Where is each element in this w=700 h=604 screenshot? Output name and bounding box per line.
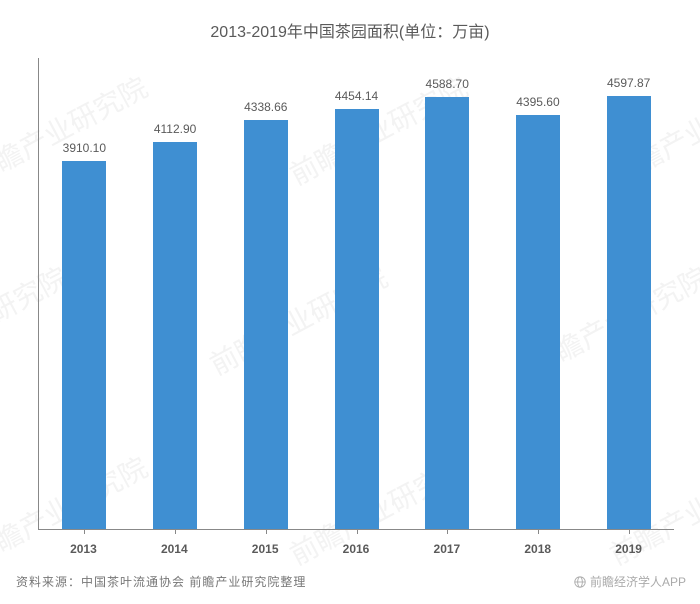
x-axis-label: 2019: [583, 542, 674, 556]
source-footer: 资料来源：中国茶叶流通协会 前瞻产业研究院整理: [16, 573, 306, 590]
bar-slot: 4338.66: [220, 58, 311, 529]
x-tick: [538, 529, 539, 534]
bar: [607, 96, 651, 529]
bar: [335, 109, 379, 529]
bar-value-label: 4395.60: [516, 95, 559, 109]
plot-area: 3910.10 4112.90 4338.66 4454.14 4588.70 4395.…: [38, 58, 674, 530]
bar: [244, 120, 288, 529]
globe-icon: [573, 575, 587, 589]
bar: [425, 97, 469, 529]
bar-slot: 4597.87: [583, 58, 674, 529]
x-axis-label: 2016: [311, 542, 402, 556]
x-tick: [175, 529, 176, 534]
bar-value-label: 4112.90: [154, 122, 197, 136]
x-axis-label: 2013: [38, 542, 129, 556]
bar-slot: 4588.70: [402, 58, 493, 529]
bar-slot: 4112.90: [130, 58, 221, 529]
bar-value-label: 3910.10: [63, 141, 106, 155]
x-tick: [447, 529, 448, 534]
x-axis-labels: 2013201420152016201720182019: [38, 542, 674, 556]
x-axis-label: 2014: [129, 542, 220, 556]
bar: [62, 161, 106, 529]
x-tick: [84, 529, 85, 534]
bars-group: 3910.10 4112.90 4338.66 4454.14 4588.70 4395.…: [39, 58, 674, 529]
bar-value-label: 4454.14: [335, 89, 378, 103]
x-tick: [357, 529, 358, 534]
x-axis-label: 2017: [401, 542, 492, 556]
x-axis-label: 2018: [492, 542, 583, 556]
bar-slot: 4454.14: [311, 58, 402, 529]
attribution: 前瞻经济学人APP: [573, 573, 686, 590]
bar-value-label: 4338.66: [244, 100, 287, 114]
bar-slot: 4395.60: [493, 58, 584, 529]
bar-value-label: 4597.87: [607, 76, 650, 90]
x-tick: [629, 529, 630, 534]
attribution-text: 前瞻经济学人APP: [590, 573, 686, 590]
bar: [516, 115, 560, 529]
chart-container: 2013-2019年中国茶园面积(单位：万亩) 前瞻产业研究院 前瞻产业研究院 …: [0, 0, 700, 604]
chart-title: 2013-2019年中国茶园面积(单位：万亩): [0, 0, 700, 42]
bar-value-label: 4588.70: [426, 77, 469, 91]
x-axis-label: 2015: [220, 542, 311, 556]
bar-slot: 3910.10: [39, 58, 130, 529]
x-tick: [266, 529, 267, 534]
bar: [153, 142, 197, 529]
